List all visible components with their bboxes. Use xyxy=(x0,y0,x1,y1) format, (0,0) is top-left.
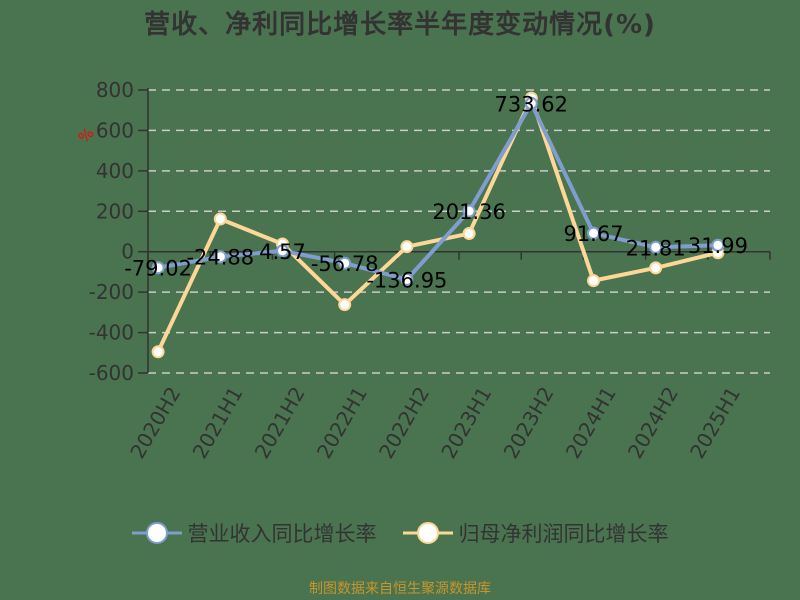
y-tick-label: 200 xyxy=(96,199,134,223)
legend-marker-icon xyxy=(402,522,453,544)
x-tick-label: 2021H2 xyxy=(250,383,310,463)
y-tick-label: -400 xyxy=(89,321,134,345)
data-point[interactable] xyxy=(400,272,414,286)
y-tick-label: 0 xyxy=(121,240,134,264)
data-point[interactable] xyxy=(213,250,227,264)
source-note: 制图数据来自恒生聚源数据库 xyxy=(309,581,491,597)
data-label: 21.81 xyxy=(626,236,686,260)
gridlines xyxy=(148,89,770,374)
data-label: 31.99 xyxy=(688,234,748,258)
y-tick-label: -200 xyxy=(89,280,134,304)
data-point[interactable] xyxy=(649,240,663,254)
data-point[interactable] xyxy=(338,256,352,270)
y-tick-label: 600 xyxy=(96,118,134,142)
data-point[interactable] xyxy=(649,261,663,275)
data-label: -24.88 xyxy=(186,246,254,270)
x-tick-label: 2021H1 xyxy=(188,383,248,463)
data-point[interactable] xyxy=(587,274,600,288)
legend-item-revenue[interactable]: 营业收入同比增长率 xyxy=(131,518,377,548)
x-tick-label: 2022H2 xyxy=(374,383,434,463)
legend-label: 归母净利润同比增长率 xyxy=(458,522,669,546)
x-tick-label: 2024H1 xyxy=(561,383,621,463)
data-point[interactable] xyxy=(587,226,600,240)
data-label: -79.02 xyxy=(124,257,192,281)
x-tick-label: 2025H1 xyxy=(685,383,745,463)
data-point[interactable] xyxy=(151,261,165,275)
profit-line xyxy=(156,96,719,353)
x-tick-label: 2020H2 xyxy=(125,383,185,463)
legend: 营业收入同比增长率 归母净利润同比增长率 xyxy=(0,518,800,548)
x-tick-label: 2024H2 xyxy=(623,383,683,463)
data-label: 733.62 xyxy=(495,92,568,116)
x-tick-label: 2023H1 xyxy=(436,382,496,462)
revenue-line xyxy=(157,101,718,282)
data-point[interactable] xyxy=(276,244,289,258)
legend-marker-icon xyxy=(131,522,182,544)
series-lines xyxy=(151,91,725,359)
data-point[interactable] xyxy=(338,298,352,312)
data-label: -56.78 xyxy=(311,252,379,276)
data-point[interactable] xyxy=(400,240,414,254)
x-tick-label: 2022H1 xyxy=(312,383,372,463)
data-point[interactable] xyxy=(711,238,725,252)
data-label: 201.36 xyxy=(432,200,505,224)
data-point[interactable] xyxy=(213,212,227,226)
data-point[interactable] xyxy=(462,204,476,218)
y-tick-label: 800 xyxy=(96,78,134,102)
legend-label: 营业收入同比增长率 xyxy=(187,522,377,546)
data-point[interactable] xyxy=(151,345,165,359)
data-point[interactable] xyxy=(524,96,538,110)
data-label: 91.67 xyxy=(563,222,623,246)
y-tick-label: -600 xyxy=(89,361,134,385)
y-unit-label: % xyxy=(75,124,98,147)
data-point[interactable] xyxy=(462,227,476,241)
chart-title: 营收、净利同比增长率半年度变动情况(%) xyxy=(144,10,656,40)
data-label: 4.57 xyxy=(259,240,306,264)
data-label: -136.95 xyxy=(366,268,447,292)
data-labels: -79.02-24.88 4.57-56.78-136.95 201.36 733.6… xyxy=(124,92,748,292)
y-tick-label: 400 xyxy=(96,159,134,183)
legend-item-profit[interactable]: 归母净利润同比增长率 xyxy=(402,518,669,548)
x-tick-label: 2023H2 xyxy=(499,383,559,463)
